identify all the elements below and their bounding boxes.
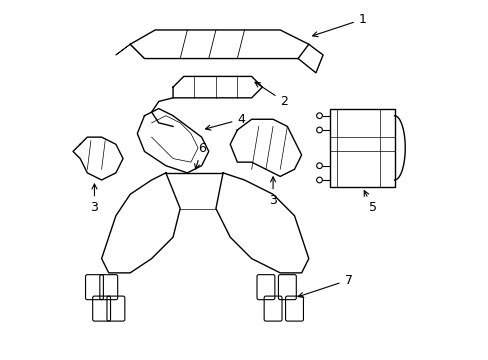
Text: 7: 7	[298, 274, 352, 297]
Text: 3: 3	[268, 177, 276, 207]
Text: 3: 3	[90, 184, 98, 215]
Text: 5: 5	[364, 191, 376, 215]
Text: 6: 6	[194, 142, 205, 169]
Text: 4: 4	[205, 113, 244, 130]
Text: 2: 2	[254, 82, 287, 108]
Text: 1: 1	[312, 13, 366, 37]
